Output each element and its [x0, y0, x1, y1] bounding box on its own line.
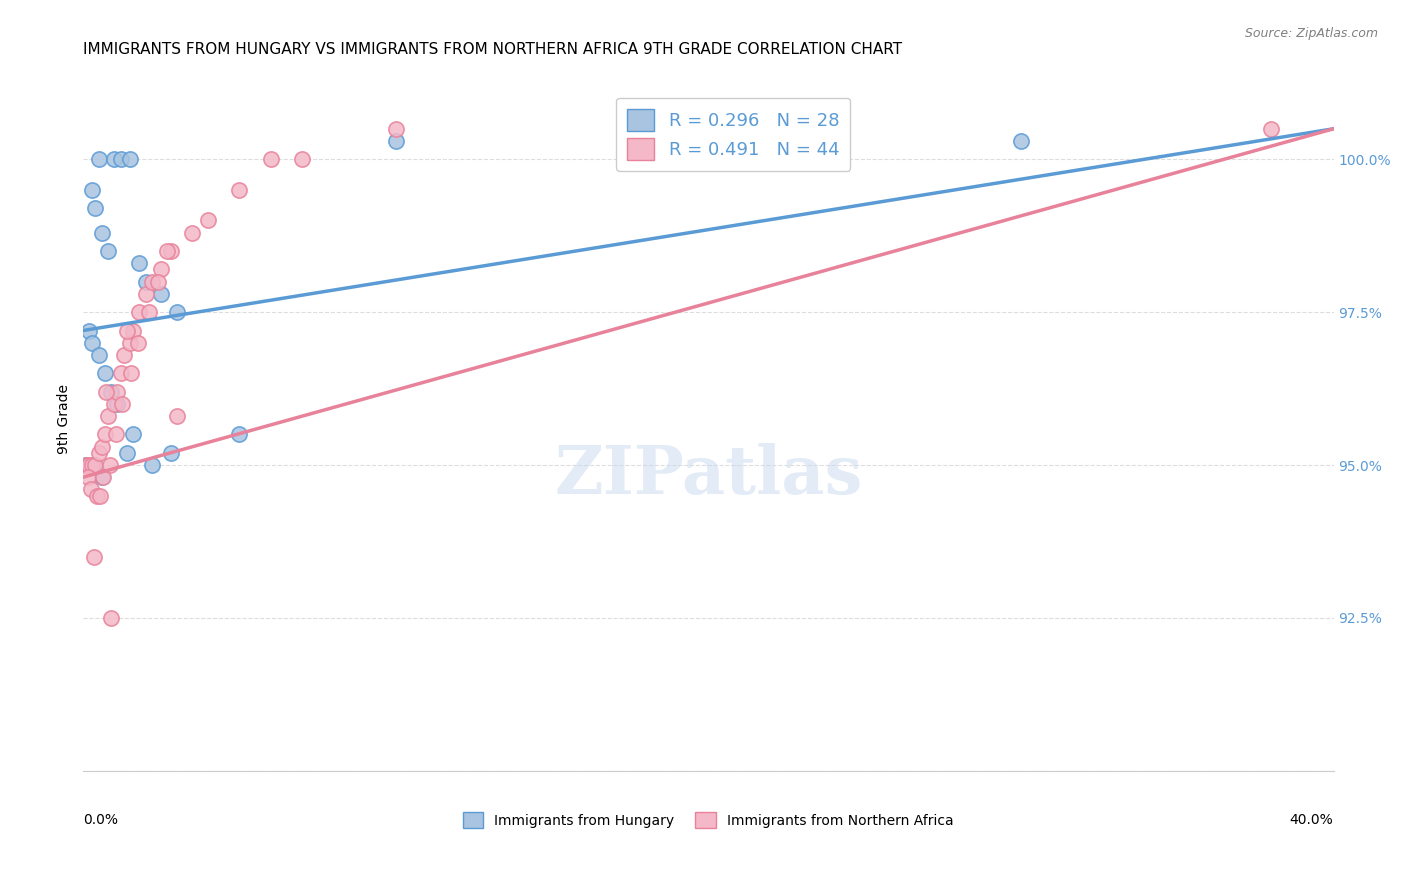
- Point: [105, 397, 128, 411]
- Point: [83, 549, 105, 564]
- Text: Source: ZipAtlas.com: Source: ZipAtlas.com: [1244, 27, 1378, 40]
- Point: [103, 153, 125, 167]
- Point: [100, 384, 122, 399]
- Text: 0.0%: 0.0%: [83, 813, 118, 827]
- Point: [89, 489, 111, 503]
- Point: [166, 305, 188, 319]
- Point: [90, 440, 112, 454]
- Point: [138, 305, 160, 319]
- Point: [120, 367, 142, 381]
- Point: [105, 384, 128, 399]
- Point: [75, 458, 97, 472]
- Point: [104, 427, 127, 442]
- Text: ZIPatlas: ZIPatlas: [554, 443, 862, 508]
- Point: [111, 397, 134, 411]
- Point: [110, 153, 132, 167]
- Point: [90, 226, 112, 240]
- Point: [122, 324, 145, 338]
- Legend: Immigrants from Hungary, Immigrants from Northern Africa: Immigrants from Hungary, Immigrants from…: [457, 806, 959, 834]
- Point: [146, 275, 169, 289]
- Text: 40.0%: 40.0%: [1289, 813, 1333, 827]
- Point: [259, 153, 281, 167]
- Point: [115, 446, 138, 460]
- Point: [75, 458, 97, 472]
- Point: [159, 446, 181, 460]
- Point: [76, 470, 98, 484]
- Point: [166, 409, 188, 423]
- Point: [150, 262, 173, 277]
- Point: [197, 213, 219, 227]
- Point: [291, 153, 314, 167]
- Point: [118, 335, 141, 350]
- Point: [159, 244, 181, 258]
- Point: [384, 134, 406, 148]
- Point: [122, 427, 145, 442]
- Point: [87, 348, 110, 362]
- Point: [103, 397, 125, 411]
- Point: [84, 201, 107, 215]
- Text: IMMIGRANTS FROM HUNGARY VS IMMIGRANTS FROM NORTHERN AFRICA 9TH GRADE CORRELATION: IMMIGRANTS FROM HUNGARY VS IMMIGRANTS FR…: [83, 42, 903, 57]
- Point: [82, 183, 104, 197]
- Point: [94, 427, 117, 442]
- Point: [115, 324, 138, 338]
- Point: [128, 256, 150, 270]
- Point: [87, 153, 110, 167]
- Point: [77, 458, 100, 472]
- Point: [127, 335, 149, 350]
- Point: [110, 367, 132, 381]
- Point: [141, 275, 163, 289]
- Point: [112, 348, 135, 362]
- Point: [228, 183, 250, 197]
- Point: [96, 384, 118, 399]
- Point: [141, 458, 163, 472]
- Point: [94, 367, 117, 381]
- Point: [1010, 134, 1032, 148]
- Y-axis label: 9th Grade: 9th Grade: [58, 384, 72, 454]
- Point: [97, 409, 120, 423]
- Point: [87, 446, 110, 460]
- Point: [156, 244, 179, 258]
- Point: [82, 335, 104, 350]
- Point: [1260, 121, 1282, 136]
- Point: [128, 305, 150, 319]
- Point: [82, 458, 104, 472]
- Point: [91, 470, 114, 484]
- Point: [384, 121, 406, 136]
- Point: [90, 470, 112, 484]
- Point: [181, 226, 204, 240]
- Point: [134, 275, 156, 289]
- Point: [134, 286, 156, 301]
- Point: [83, 458, 105, 472]
- Point: [118, 153, 141, 167]
- Point: [80, 483, 103, 497]
- Point: [77, 324, 100, 338]
- Point: [98, 458, 121, 472]
- Point: [150, 286, 173, 301]
- Point: [228, 427, 250, 442]
- Point: [84, 458, 107, 472]
- Point: [86, 489, 108, 503]
- Point: [100, 611, 122, 625]
- Point: [97, 244, 120, 258]
